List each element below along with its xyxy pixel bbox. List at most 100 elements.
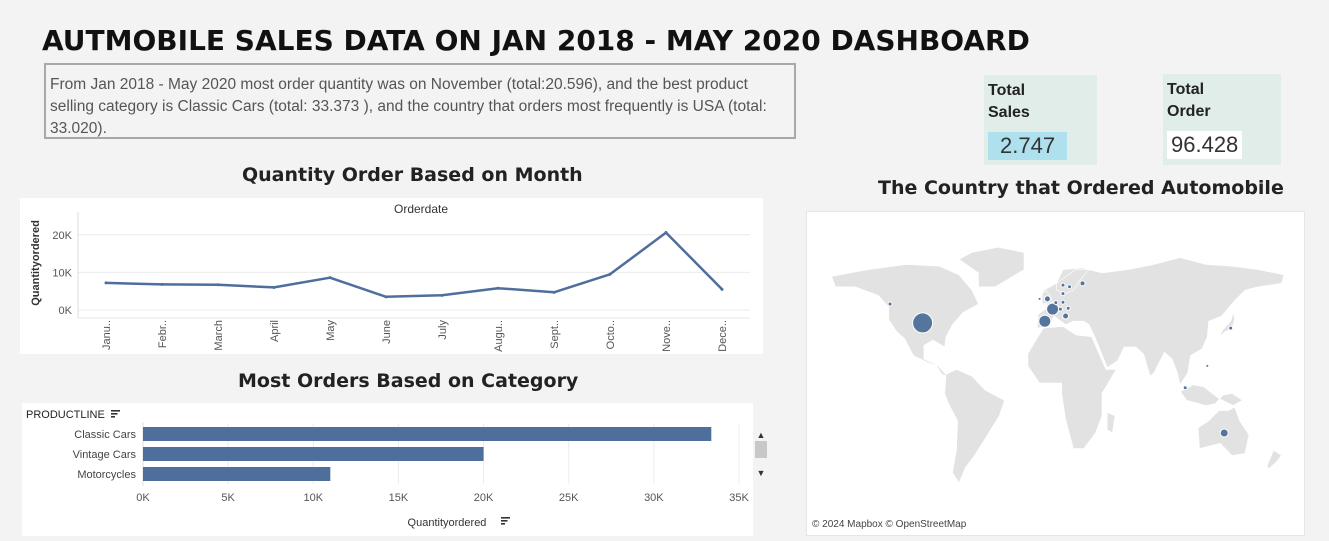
map-point-switzerland: [1057, 306, 1063, 312]
line-chart-x-tick: Dece..: [717, 320, 729, 352]
line-chart-point: [216, 283, 220, 287]
line-chart-y-tick: 10K: [52, 267, 72, 279]
kpi-order-value: 96.428: [1167, 131, 1243, 159]
map-point-canada: [887, 301, 893, 307]
bar-chart-scrollbar[interactable]: ▲ ▼: [754, 430, 768, 482]
sort-icon-line: [501, 520, 508, 522]
line-chart-point: [384, 295, 388, 299]
bar-chart-x-tick: 35K: [729, 492, 749, 504]
map-panel[interactable]: © 2024 Mapbox © OpenStreetMap: [806, 211, 1305, 536]
map-point-sweden: [1067, 284, 1072, 290]
bar-chart-title: Most Orders Based on Category: [238, 370, 579, 392]
line-chart-x-tick: Augu..: [493, 320, 505, 352]
landmass-south-america: [944, 369, 1005, 484]
bar-chart-panel[interactable]: PRODUCTLINE 0K 5K 10K 15K 20K 25K 30K 35K Classic…: [22, 403, 753, 536]
line-chart-point: [496, 286, 500, 290]
bar-chart-category-label: Motorcycles: [77, 469, 136, 481]
landmass-indonesia: [1173, 381, 1243, 406]
bar-chart-x-tick: 0K: [136, 492, 150, 504]
sort-icon-line: [501, 523, 505, 525]
line-chart-x-tick: Sept..: [549, 320, 561, 349]
line-chart-point: [552, 290, 556, 294]
line-chart-x-tick: April: [269, 320, 281, 342]
scroll-down-icon[interactable]: ▼: [756, 468, 766, 478]
sort-icon: [111, 410, 120, 418]
line-chart-x-tick: Janu..: [101, 320, 113, 350]
line-chart-point: [608, 272, 612, 276]
landmass-north-america: [831, 264, 979, 377]
line-chart-point: [104, 281, 108, 285]
bar-chart-x-tick: 5K: [221, 492, 235, 504]
bar-chart-x-tick: 15K: [389, 492, 409, 504]
scroll-up-icon[interactable]: ▲: [756, 430, 766, 440]
dashboard-title: AUTMOBILE SALES DATA ON JAN 2018 - MAY 2…: [42, 24, 1030, 57]
line-chart[interactable]: Orderdate Quantityordered 0K 10K 20K Janu.. Fe…: [20, 198, 763, 354]
map-point-denmark: [1060, 291, 1066, 297]
bar-chart-x-tick: 20K: [474, 492, 494, 504]
sort-icon-line: [111, 416, 115, 418]
scroll-thumb[interactable]: [755, 441, 767, 458]
sort-icon-line: [501, 517, 510, 519]
map-point-singapore: [1182, 385, 1188, 391]
map-title: The Country that Ordered Automobile: [878, 177, 1284, 199]
map-point-ireland: [1037, 296, 1042, 301]
bar-chart-category-label: Classic Cars: [74, 429, 136, 441]
landmass-japan: [1218, 312, 1235, 337]
line-chart-point: [160, 282, 164, 286]
landmass-new-zealand: [1266, 449, 1282, 470]
line-chart-title: Quantity Order Based on Month: [242, 164, 583, 186]
line-chart-x-tick: June: [381, 320, 393, 344]
kpi-order-label: Total Order: [1167, 81, 1211, 120]
bar-chart-bar: [143, 427, 712, 441]
landmass-greenland: [958, 246, 1025, 288]
bar-chart-dimension-label: PRODUCTLINE: [26, 409, 105, 421]
map-point-japan: [1228, 325, 1234, 331]
line-chart-y-tick: 20K: [52, 230, 72, 242]
bar-chart-x-tick: 30K: [644, 492, 664, 504]
kpi-sales-value: 2.747: [988, 132, 1068, 160]
line-chart-x-tick: Febr..: [157, 320, 169, 348]
landmass-eurasia: [1036, 257, 1285, 386]
line-chart-x-tick: Octo..: [605, 320, 617, 349]
kpi-sales-label: Total Sales: [988, 82, 1030, 121]
line-chart-point: [272, 285, 276, 289]
map-point-philippines: [1205, 363, 1210, 368]
sort-icon-line: [111, 410, 120, 412]
line-chart-point: [440, 293, 444, 297]
kpi-total-sales: Total Sales 2.747: [984, 75, 1097, 165]
map-point-austria: [1065, 305, 1071, 311]
map-point-finland: [1079, 280, 1086, 287]
map-point-uk: [1043, 295, 1051, 303]
map-point-germany: [1060, 299, 1066, 305]
bar-chart[interactable]: PRODUCTLINE 0K 5K 10K 15K 20K 25K 30K 35K Classic…: [22, 403, 753, 536]
line-chart-point: [720, 287, 724, 291]
summary-text: From Jan 2018 - May 2020 most order quan…: [44, 63, 796, 139]
map-point-italy: [1062, 312, 1070, 320]
line-chart-x-tick: May: [325, 320, 337, 341]
map-point-france: [1046, 302, 1060, 316]
line-chart-x-tick: July: [437, 320, 449, 340]
landmass-africa: [1027, 326, 1117, 449]
line-chart-series: [105, 231, 723, 299]
line-chart-y-axis-label: Quantityordered: [30, 220, 42, 306]
sort-icon: [501, 517, 510, 525]
map-point-norway: [1060, 282, 1066, 288]
map-point-spain: [1038, 314, 1052, 328]
map-point-belgium: [1053, 300, 1059, 306]
line-chart-point: [664, 231, 668, 235]
line-chart-y-tick: 0K: [59, 305, 73, 317]
line-chart-x-tick: Nove..: [661, 320, 673, 352]
kpi-total-order: Total Order 96.428: [1163, 74, 1281, 165]
bar-chart-x-tick: 10K: [303, 492, 323, 504]
bar-chart-category-label: Vintage Cars: [73, 449, 137, 461]
bar-chart-bar: [143, 447, 484, 461]
bar-chart-bar: [143, 467, 331, 481]
landmass-madagascar: [1106, 411, 1116, 434]
line-chart-x-tick: March: [213, 320, 225, 351]
bar-chart-x-tick: 25K: [559, 492, 579, 504]
line-chart-panel[interactable]: Orderdate Quantityordered 0K 10K 20K Janu.. Fe…: [20, 198, 763, 354]
world-map[interactable]: [807, 212, 1304, 535]
map-point-australia: [1219, 428, 1229, 438]
map-point-usa: [912, 312, 934, 334]
line-chart-point: [328, 276, 332, 280]
